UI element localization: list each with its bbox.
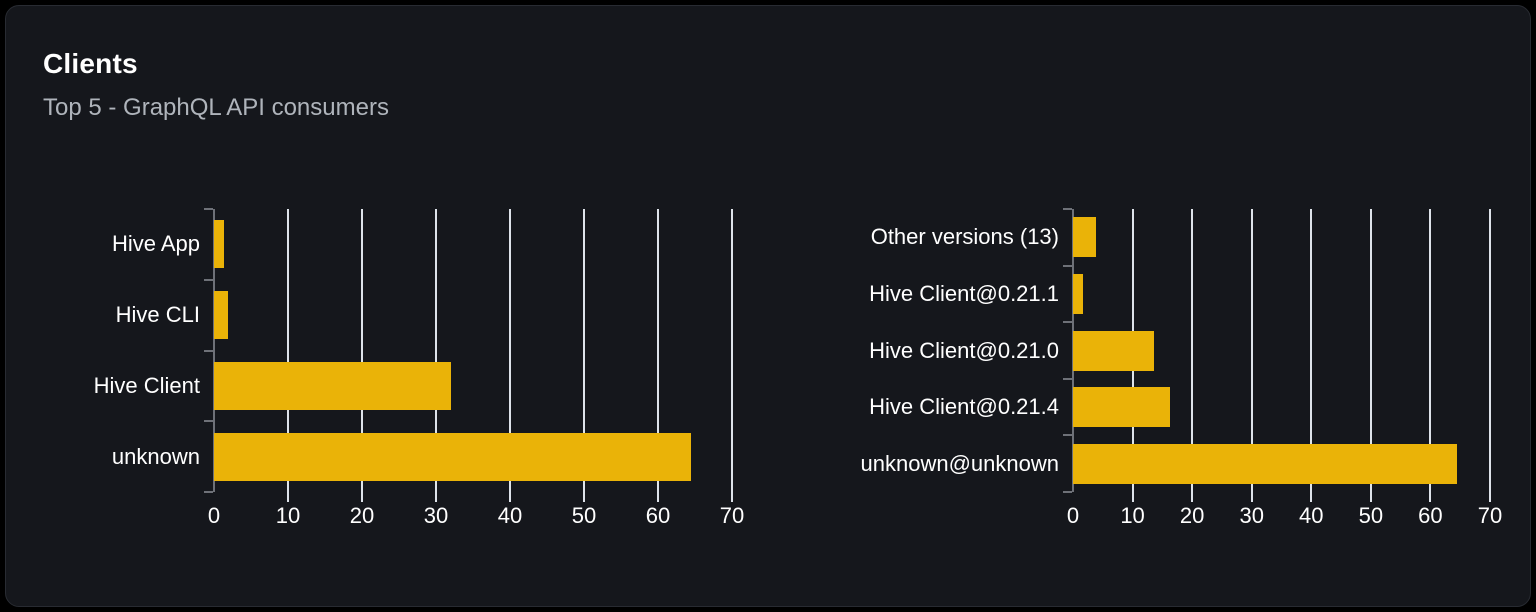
gridline-50: [583, 209, 585, 502]
y-axis-tick: [204, 349, 213, 352]
gridline-60: [1429, 209, 1432, 502]
x-tick-label: 30: [423, 503, 449, 528]
bar-hive-client-0-21-0[interactable]: [1073, 330, 1155, 371]
y-axis-tick: [204, 208, 213, 210]
gridline-30: [1250, 209, 1253, 502]
y-axis-tick: [1063, 377, 1072, 380]
clients-by-version-chart: 0 10 20 30 40 50 60 70 Other versions (13) Hive C…: [861, 208, 1502, 527]
x-tick-label: 0: [1066, 503, 1080, 528]
y-axis-line: [213, 209, 215, 492]
gridline-60: [657, 209, 659, 502]
bar-hive-app[interactable]: [214, 220, 225, 269]
gridline-20: [1191, 209, 1194, 502]
card-title: Clients: [43, 48, 138, 79]
bar-hive-client[interactable]: [214, 361, 451, 410]
card-subtitle: Top 5 - GraphQL API consumers: [43, 94, 389, 121]
bar-unknown[interactable]: [214, 432, 692, 481]
category-label: unknown@unknown: [860, 450, 1059, 476]
gridline-30: [435, 209, 437, 502]
category-label: Hive Client@0.21.0: [869, 337, 1059, 363]
x-tick-label: 10: [275, 503, 301, 528]
x-tick-label: 20: [1179, 503, 1205, 528]
gridline-40: [509, 209, 511, 502]
x-tick-label: 70: [1477, 503, 1503, 528]
gridline-10: [287, 209, 289, 502]
category-label: unknown: [111, 443, 200, 469]
bar-hive-client-0-21-1[interactable]: [1073, 273, 1084, 314]
gridline-50: [1369, 209, 1372, 502]
category-label: Hive CLI: [115, 302, 200, 328]
x-tick-label: 50: [1358, 503, 1384, 528]
bar-hive-cli[interactable]: [214, 291, 229, 340]
y-axis-tick: [1063, 434, 1072, 437]
category-label: Other versions (13): [870, 224, 1059, 250]
category-label: Hive Client@0.21.4: [869, 394, 1059, 420]
x-tick-label: 40: [497, 503, 523, 528]
y-axis-tick: [1063, 264, 1072, 267]
x-tick-label: 40: [1299, 503, 1324, 528]
category-label: Hive App: [111, 231, 200, 257]
y-axis-tick: [1063, 208, 1072, 210]
x-tick-label: 60: [645, 503, 671, 528]
x-tick-label: 50: [571, 503, 597, 528]
category-label: Hive Client: [93, 372, 200, 398]
x-tick-label: 70: [719, 503, 745, 528]
gridline-40: [1310, 209, 1313, 502]
clients-by-name-chart: 0 10 20 30 40 50 60 70 Hive App Hive CLI Hive Clie…: [94, 208, 744, 527]
y-axis-tick: [204, 491, 213, 493]
gridline-20: [361, 209, 363, 502]
clients-card: Clients Top 5 - GraphQL API consumers 0 1…: [5, 5, 1531, 607]
bar-hive-client-0-21-4[interactable]: [1073, 387, 1170, 428]
x-tick-label: 10: [1120, 503, 1145, 528]
x-tick-label: 0: [207, 503, 221, 528]
x-tick-label: 30: [1239, 503, 1264, 528]
y-axis-tick: [1063, 491, 1072, 493]
y-axis-tick: [204, 278, 213, 281]
y-axis-tick: [1063, 321, 1072, 324]
gridline-70: [731, 209, 733, 502]
category-label: Hive Client@0.21.1: [869, 280, 1059, 306]
x-tick-label: 20: [349, 503, 375, 528]
x-tick-label: 60: [1418, 503, 1443, 528]
gridline-70: [1489, 209, 1491, 502]
y-axis-tick: [204, 420, 213, 423]
bar-unknown-unknown[interactable]: [1073, 443, 1458, 484]
bar-other-versions-13[interactable]: [1073, 217, 1096, 258]
